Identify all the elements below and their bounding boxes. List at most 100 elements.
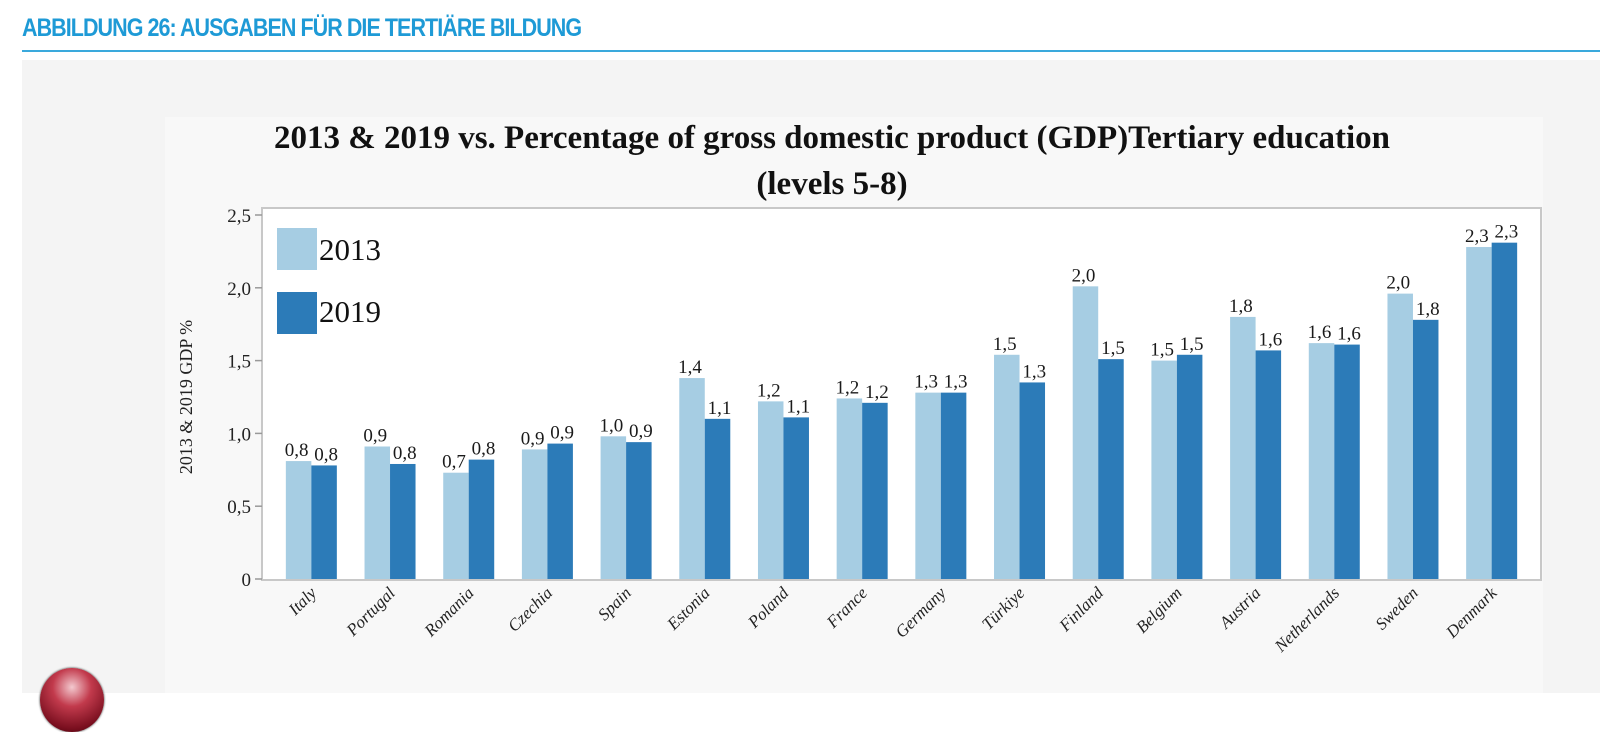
bar-2019-italy [311,465,337,579]
data-label-2013: 2,0 [1072,265,1096,286]
x-tick-label: Italy [284,583,320,619]
data-label-2013: 1,3 [914,372,938,393]
bar-2019-sweden [1412,319,1439,579]
y-tick-label: 0,5 [227,497,251,518]
data-label-2013: 1,4 [678,357,702,378]
bars: 0,8 0,80,90,8 0,70,8 0,9 0,9 1,0 0,91,41,11,21… [285,222,1519,580]
bar-2019-france [862,402,888,579]
x-tick-label: Estonia [663,583,714,634]
y-axis: 0 0,5 1,0 1,5 2,0 2,5 [227,206,262,591]
data-label-2013: 2,0 [1386,273,1410,294]
data-label-2019: 1,1 [708,398,732,419]
y-tick-label: 2,5 [227,206,251,227]
data-label-2019: 2,3 [1495,222,1519,243]
data-label-2019: 1,2 [865,382,889,403]
y-tick-label: 0 [242,570,252,591]
x-tick-label: Portugal [342,583,399,640]
data-label-2013: 1,6 [1308,322,1332,343]
y-axis-title: 2013 & 2019 GDP % [176,320,196,474]
data-label-2019: 0,8 [472,439,496,460]
bar-2013-germany [915,392,941,579]
bar-2013-portugal [364,446,391,579]
data-label-2019: 1,1 [786,396,810,417]
legend: 2013 2019 [277,228,381,334]
bar-2019-türkiye [1019,382,1046,579]
bar-2019-poland [783,417,809,579]
bar-2019-romania [468,459,495,579]
x-tick-label: Czechia [504,583,556,635]
data-label-2019: 1,8 [1416,299,1440,320]
bar-2013-romania [443,472,469,579]
bar-2019-denmark [1491,242,1518,579]
bar-2013-netherlands [1308,343,1335,579]
data-label-2019: 1,5 [1101,338,1125,359]
data-label-2013: 2,3 [1465,226,1489,247]
data-label-2019: 1,3 [1022,361,1046,382]
legend-label-2019: 2019 [319,294,381,329]
data-label-2019: 0,8 [393,443,417,464]
bar-chart: 2013 & 2019 vs. Percentage of gross dome… [176,120,1542,656]
data-label-2013: 0,9 [363,426,387,447]
bar-2013-france [836,398,863,579]
legend-label-2013: 2013 [319,232,381,267]
bar-2019-spain [626,442,652,579]
bar-2019-austria [1255,350,1282,579]
bar-2013-estonia [679,378,705,579]
heading-divider [22,50,1600,52]
bar-2019-portugal [390,463,416,579]
data-label-2019: 0,8 [314,444,338,465]
x-tick-label: Austria [1215,583,1265,633]
bar-2013-spain [600,436,627,579]
data-label-2013: 1,5 [993,334,1017,355]
legend-swatch-2019 [277,292,317,334]
data-label-2013: 1,8 [1229,296,1253,317]
data-label-2019: 1,3 [944,372,968,393]
x-tick-label: Sweden [1372,583,1422,633]
bar-2019-czechia [547,443,573,579]
x-tick-label: Netherlands [1270,583,1343,656]
x-tick-label: Spain [594,583,635,624]
y-tick-label: 1,5 [227,352,251,373]
bar-2019-germany [940,392,967,579]
bar-2013-italy [285,461,312,579]
data-label-2013: 0,7 [442,452,466,473]
y-tick-label: 1,0 [227,424,251,445]
data-label-2013: 1,5 [1150,340,1174,361]
x-tick-label: Germany [892,583,950,641]
bar-2013-czechia [521,449,548,579]
data-label-2019: 1,5 [1180,334,1204,355]
x-axis: Italy Portugal Romania Czechia Spain Estonia P… [284,583,1501,656]
x-tick-label: Belgium [1132,583,1185,636]
data-label-2019: 0,9 [550,423,574,444]
y-tick-label: 2,0 [227,279,251,300]
red-sphere-icon [40,668,104,732]
x-tick-label: Romania [420,583,478,641]
bar-2013-austria [1230,316,1256,579]
bar-2013-türkiye [994,354,1020,579]
data-label-2019: 0,9 [629,421,653,442]
x-tick-label: Poland [743,583,792,632]
data-label-2013: 0,8 [285,440,309,461]
bar-2013-finland [1072,286,1099,579]
bar-2019-belgium [1176,354,1203,579]
chart-title-line2: (levels 5-8) [756,166,907,202]
page-heading: ABBILDUNG 26: AUSGABEN FÜR DIE TERTIÄRE … [22,14,582,42]
data-label-2019: 1,6 [1337,324,1361,345]
x-tick-label: France [822,583,871,632]
bar-2019-netherlands [1334,344,1360,579]
bar-2013-poland [757,401,784,579]
x-tick-label: Türkiye [978,583,1028,633]
data-label-2013: 1,2 [836,377,860,398]
x-tick-label: Finland [1055,583,1108,636]
chart-title: 2013 & 2019 vs. Percentage of gross dome… [274,120,1390,156]
bar-2019-finland [1098,359,1124,579]
legend-swatch-2013 [277,228,317,270]
data-label-2013: 0,9 [521,428,545,449]
data-label-2013: 1,2 [757,380,781,401]
bar-2019-estonia [704,418,731,579]
bar-2013-denmark [1466,247,1492,580]
data-label-2019: 1,6 [1258,329,1282,350]
bar-2013-sweden [1387,293,1413,579]
x-tick-label: Denmark [1442,583,1501,642]
data-label-2013: 1,0 [599,415,623,436]
